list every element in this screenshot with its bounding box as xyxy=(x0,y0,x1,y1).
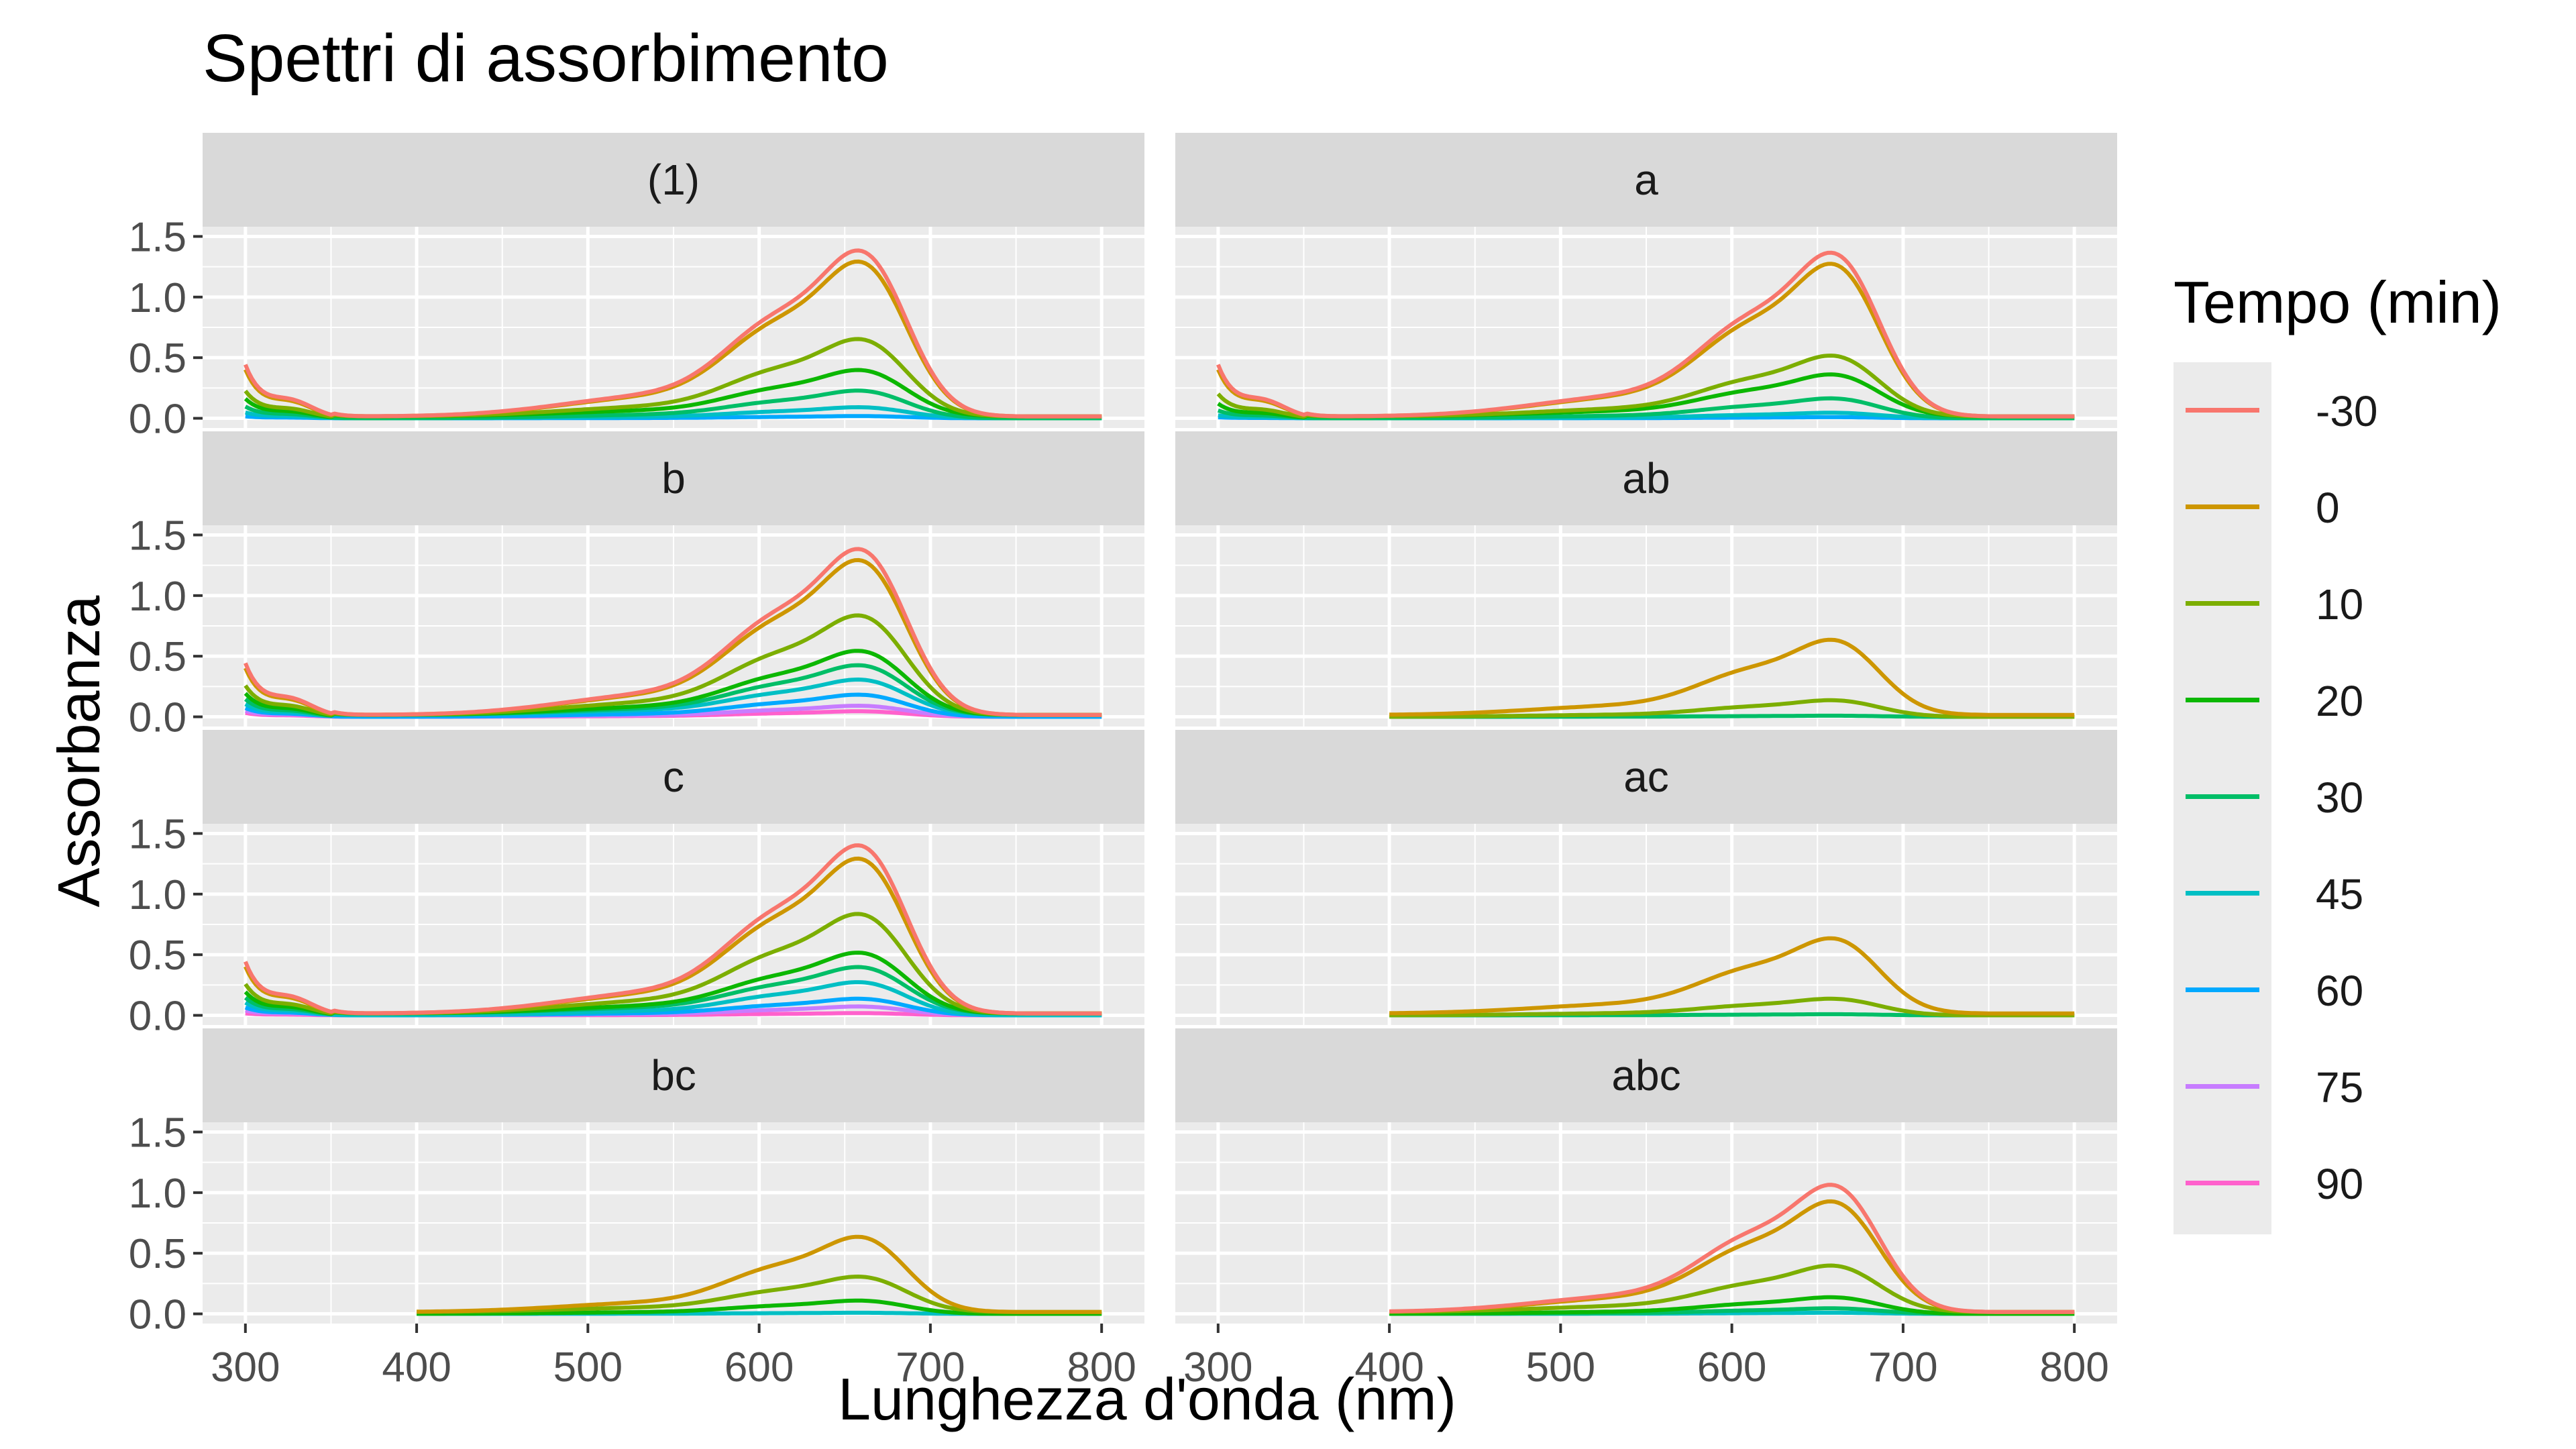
legend-swatch xyxy=(2186,987,2259,992)
legend-label: 45 xyxy=(2316,870,2364,918)
legend-label: 60 xyxy=(2316,967,2364,1015)
facet-label-b: b xyxy=(661,454,686,502)
y-tick-label: 1.5 xyxy=(129,513,186,559)
facet-strip-abc xyxy=(1175,1028,2117,1122)
x-tick-label: 400 xyxy=(1354,1344,1424,1391)
x-tick-label: 300 xyxy=(211,1344,280,1391)
x-axis-label: Lunghezza d'onda (nm) xyxy=(838,1366,1456,1432)
x-tick-label: 600 xyxy=(1697,1344,1766,1391)
y-tick-label: 0.5 xyxy=(129,634,186,680)
y-axis-label: Assorbanza xyxy=(46,595,112,908)
legend-label: 75 xyxy=(2316,1063,2364,1112)
legend-item: 10 xyxy=(2174,555,2576,652)
legend-swatch xyxy=(2186,891,2259,896)
legend-swatch xyxy=(2186,1084,2259,1089)
legend-swatch xyxy=(2186,601,2259,606)
legend-label: 0 xyxy=(2316,484,2340,532)
y-tick-label: 1.0 xyxy=(129,872,186,918)
y-tick-label: 1.5 xyxy=(129,811,186,857)
x-tick-label: 400 xyxy=(382,1344,451,1391)
legend-item: 90 xyxy=(2174,1135,2576,1232)
x-tick-label: 600 xyxy=(724,1344,794,1391)
legend-swatch xyxy=(2186,698,2259,702)
series-line-ab-0 xyxy=(1389,637,2075,717)
legend-label: 20 xyxy=(2316,677,2364,725)
legend-item: 30 xyxy=(2174,749,2576,845)
legend-label: -30 xyxy=(2316,387,2378,435)
series-line-b--30 xyxy=(244,547,1102,717)
legend-swatch xyxy=(2186,1181,2259,1185)
facet-strip-ac xyxy=(1175,730,2117,824)
legend-label: 30 xyxy=(2316,773,2364,822)
series-line-ac-10 xyxy=(1389,996,2075,1018)
legend-swatch xyxy=(2186,408,2259,413)
legend-swatch xyxy=(2186,504,2259,509)
legend-item: 0 xyxy=(2174,459,2576,555)
legend: Tempo (min) -30 0 10 20 30 45 60 75 90 xyxy=(2174,268,2502,1234)
x-tick-label: 500 xyxy=(1526,1344,1595,1391)
legend-title: Tempo (min) xyxy=(2174,269,2502,335)
y-tick-label: 0.0 xyxy=(129,695,186,741)
y-tick-label: 0.5 xyxy=(129,1231,186,1277)
y-tick-label: 0.5 xyxy=(129,932,186,979)
series-line-ab-10 xyxy=(1389,698,2075,719)
facet-label-a: a xyxy=(1634,156,1658,204)
facet-label-ab: ab xyxy=(1622,454,1670,502)
facet-label-ac: ac xyxy=(1623,753,1669,801)
legend-item: 75 xyxy=(2174,1038,2576,1135)
facet-strip-ab xyxy=(1175,431,2117,525)
series-line-1--30 xyxy=(244,248,1102,419)
x-tick-label: 800 xyxy=(1067,1344,1136,1391)
legend-item: 60 xyxy=(2174,942,2576,1038)
chart-title: Spettri di assorbimento xyxy=(203,21,889,96)
y-tick-label: 0.0 xyxy=(129,994,186,1040)
y-tick-label: 0.5 xyxy=(129,335,186,382)
legend-item: 20 xyxy=(2174,652,2576,749)
x-tick-label: 300 xyxy=(1183,1344,1252,1391)
legend-keys: -30 0 10 20 30 45 60 75 90 xyxy=(2174,362,2378,1234)
series-line-abc--30 xyxy=(1389,1183,2075,1314)
x-tick-label: 500 xyxy=(553,1344,623,1391)
y-tick-label: 1.5 xyxy=(129,1110,186,1156)
facet-strip-1 xyxy=(203,133,1144,227)
series-line-ac-0 xyxy=(1389,936,2075,1016)
legend-item: -30 xyxy=(2174,362,2576,459)
legend-label: 90 xyxy=(2316,1160,2364,1208)
facet-strip-b xyxy=(203,431,1144,525)
facet-label-c: c xyxy=(663,753,684,801)
series-line-bc-0 xyxy=(417,1234,1102,1314)
legend-label: 10 xyxy=(2316,580,2364,629)
legend-item: 45 xyxy=(2174,845,2576,942)
x-tick-label: 700 xyxy=(896,1344,965,1391)
facet-label-1: (1) xyxy=(647,156,700,204)
x-tick-label: 700 xyxy=(1868,1344,1937,1391)
y-tick-label: 0.0 xyxy=(129,396,186,443)
facet-strip-c xyxy=(203,730,1144,824)
y-tick-label: 0.0 xyxy=(129,1292,186,1338)
y-tick-label: 1.5 xyxy=(129,214,186,260)
series-line-c--30 xyxy=(244,843,1102,1016)
facet-label-abc: abc xyxy=(1611,1051,1680,1099)
y-tick-label: 1.0 xyxy=(129,1171,186,1217)
legend-swatch xyxy=(2186,794,2259,799)
y-tick-label: 1.0 xyxy=(129,574,186,620)
facet-strip-a xyxy=(1175,133,2117,227)
series-line-bc-20 xyxy=(417,1298,1102,1316)
y-tick-label: 1.0 xyxy=(129,275,186,321)
facet-label-bc: bc xyxy=(651,1051,696,1099)
x-tick-label: 800 xyxy=(2039,1344,2108,1391)
series-line-abc-20 xyxy=(1389,1295,2075,1316)
facet-strip-bc xyxy=(203,1028,1144,1122)
series-line-a--30 xyxy=(1216,250,2075,419)
